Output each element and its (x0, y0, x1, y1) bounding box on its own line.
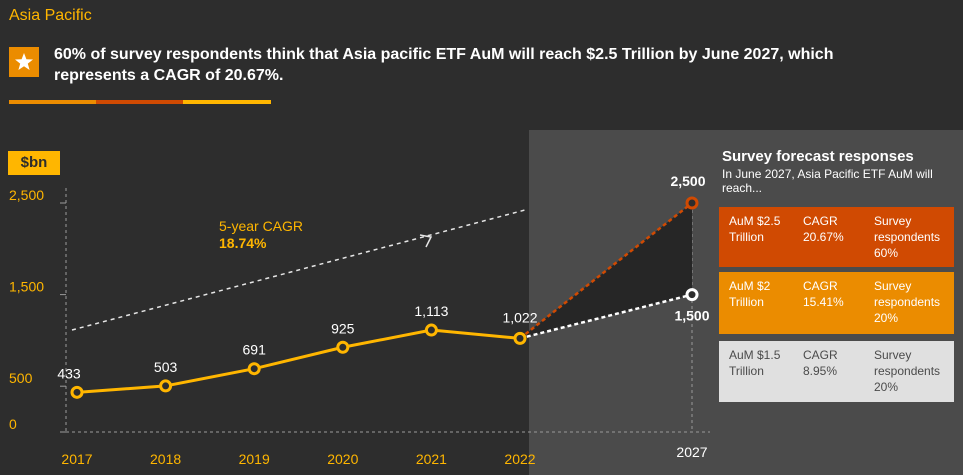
x-tick-label: 2019 (239, 451, 270, 467)
survey-respondents: Survey respondents 60% (874, 214, 941, 260)
survey-row-high: AuM $2.5 Trillion CAGR 20.67% Survey res… (719, 207, 954, 267)
y-tick-label: 0 (9, 416, 17, 432)
x-tick-label: 2018 (150, 451, 181, 467)
survey-aum: AuM $2 Trillion (729, 279, 771, 309)
data-label: 1,022 (502, 309, 537, 325)
forecast-low-label: 1,500 (674, 308, 709, 324)
cagr-arrow-icon (419, 234, 433, 248)
data-point (70, 385, 84, 399)
survey-respondents: Survey respondents 20% (874, 279, 941, 325)
data-point (247, 362, 261, 376)
cagr-label: 5-year CAGR (219, 218, 303, 234)
y-tick-label: 2,500 (9, 187, 44, 203)
cagr-value: 18.74% (219, 235, 267, 251)
forecast-high-label: 2,500 (670, 173, 705, 189)
data-point (424, 323, 438, 337)
data-label: 503 (154, 359, 178, 375)
forecast-high-point (685, 196, 699, 210)
y-tick-label: 500 (9, 370, 33, 386)
survey-subtitle: In June 2027, Asia Pacific ETF AuM will … (722, 167, 933, 195)
data-label: 925 (331, 320, 355, 336)
survey-cagr: CAGR 20.67% (803, 214, 844, 244)
accent-bars (9, 100, 271, 104)
data-label: 1,113 (414, 303, 448, 319)
x-tick-label: 2020 (327, 451, 358, 467)
x-tick-label: 2017 (61, 451, 92, 467)
survey-respondents: Survey respondents 20% (874, 348, 941, 394)
data-point (159, 379, 173, 393)
y-tick-label: 1,500 (9, 279, 44, 295)
survey-title: Survey forecast responses (722, 148, 914, 165)
x-tick-label-forecast: 2027 (676, 444, 707, 460)
survey-aum: AuM $2.5 Trillion (729, 214, 781, 244)
survey-cagr: CAGR 15.41% (803, 279, 844, 309)
survey-row-low: AuM $1.5 Trillion CAGR 8.95% Survey resp… (719, 341, 954, 402)
data-label: 691 (243, 342, 267, 358)
star-icon (9, 47, 39, 77)
forecast-low-point (685, 288, 699, 302)
forecast-low-line (519, 293, 693, 340)
survey-cagr: CAGR 8.95% (803, 348, 838, 378)
survey-aum: AuM $1.5 Trillion (729, 348, 781, 378)
data-point (336, 340, 350, 354)
headline: 60% of survey respondents think that Asi… (54, 46, 834, 84)
aum-series-line (76, 328, 521, 394)
data-label: 433 (57, 365, 81, 381)
region-title: Asia Pacific (9, 7, 92, 24)
forecast-high-line (519, 202, 693, 340)
cagr-trend-line (71, 209, 526, 331)
data-point (513, 331, 527, 345)
unit-badge: $bn (8, 151, 60, 175)
x-tick-label: 2022 (504, 451, 535, 467)
survey-row-mid: AuM $2 Trillion CAGR 15.41% Survey respo… (719, 272, 954, 334)
x-tick-label: 2021 (416, 451, 447, 467)
